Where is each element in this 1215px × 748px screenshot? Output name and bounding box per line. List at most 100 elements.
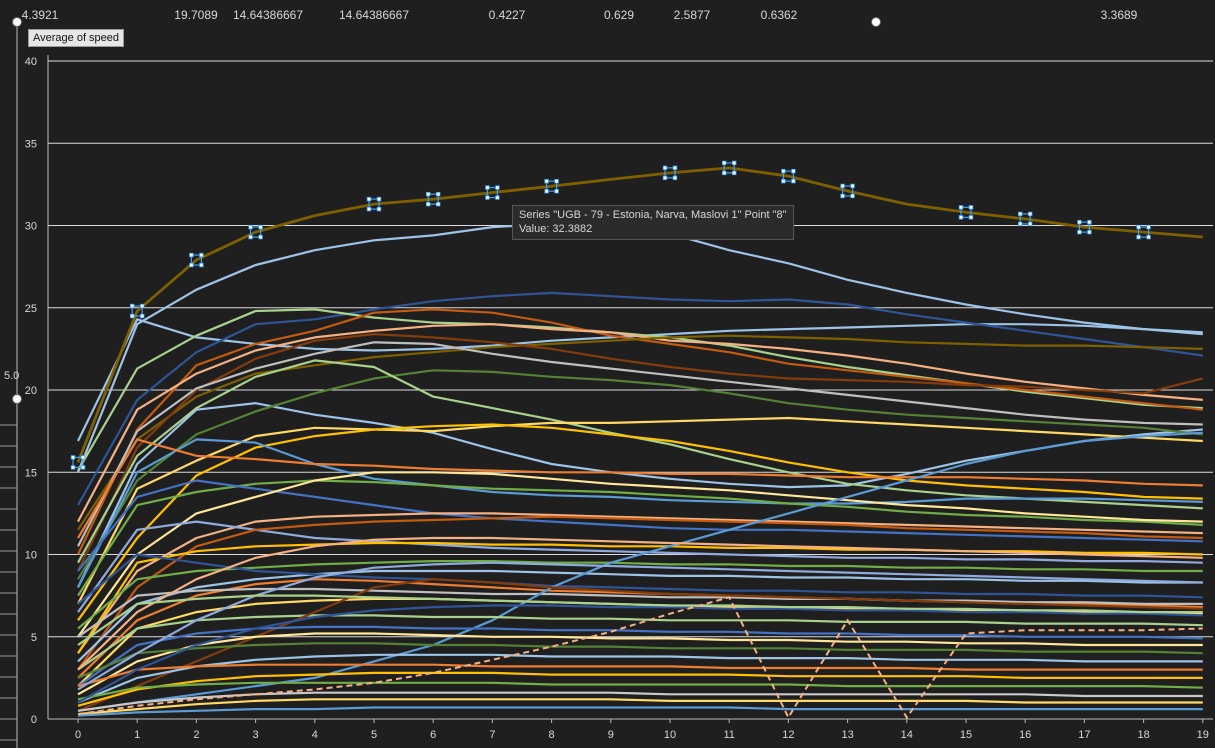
resize-handle-1[interactable]: [871, 17, 881, 27]
series-line-20[interactable]: [77, 520, 1203, 613]
selection-marker-7[interactable]: [485, 185, 500, 200]
series-line-42[interactable]: [77, 561, 1203, 691]
series-line-21[interactable]: [77, 515, 1203, 671]
series-line-17[interactable]: [77, 479, 1203, 572]
y-tick-label-30: 30: [25, 221, 37, 233]
selection-marker-12[interactable]: [781, 168, 796, 184]
selection-marker-11[interactable]: [722, 160, 737, 176]
series-line-25[interactable]: [77, 553, 1203, 605]
series-line-16[interactable]: [77, 479, 1203, 597]
x-tick-label-16: 16: [1019, 729, 1031, 741]
tooltip-series-line: Series "UGB - 79 - Estonia, Narva, Maslo…: [519, 209, 787, 221]
x-tick-label-14: 14: [901, 729, 913, 741]
series-line-31[interactable]: [77, 578, 1203, 712]
series-line-15[interactable]: [77, 438, 1203, 539]
gridlines: [48, 60, 1213, 638]
y-tick-label-10: 10: [25, 550, 37, 562]
x-tick-label-4: 4: [312, 729, 318, 741]
highlighted-series[interactable]: [70, 160, 1203, 470]
series-line-27[interactable]: [77, 587, 1203, 638]
series-line-10[interactable]: [77, 369, 1203, 580]
series-line-2[interactable]: [77, 291, 1203, 506]
y-tick-label-20: 20: [25, 385, 37, 397]
x-tick-label-5: 5: [371, 729, 377, 741]
series-line-36[interactable]: [77, 663, 1203, 688]
series-line-24[interactable]: [77, 569, 1203, 663]
y-tick-label-15: 15: [25, 467, 37, 479]
selection-marker-13[interactable]: [840, 183, 855, 199]
series-lines: [76, 222, 1204, 720]
series-line-22[interactable]: [77, 541, 1203, 654]
top-value-8: 3.3689: [1101, 8, 1138, 22]
selection-marker-2[interactable]: [189, 252, 204, 268]
series-line-8[interactable]: [77, 341, 1203, 547]
series-line-33[interactable]: [77, 632, 1203, 696]
y-tick-label-5: 5: [31, 632, 37, 644]
series-line-40[interactable]: [77, 698, 1203, 716]
series-line-37[interactable]: [77, 671, 1203, 707]
selection-marker-5[interactable]: [366, 196, 382, 212]
x-tick-label-2: 2: [193, 729, 199, 741]
series-line-14[interactable]: [77, 438, 1203, 588]
x-tick-label-19: 19: [1197, 729, 1209, 741]
series-line-41[interactable]: [77, 706, 1203, 717]
top-value-3: 14.64386667: [339, 8, 409, 22]
series-line-5[interactable]: [77, 323, 1203, 523]
selection-marker-0[interactable]: [70, 455, 86, 470]
plot-resize-handles[interactable]: [12, 17, 881, 404]
series-line-35[interactable]: [77, 653, 1203, 704]
series-line-13[interactable]: [77, 423, 1203, 621]
data-point-tooltip: Series "UGB - 79 - Estonia, Narva, Maslo…: [512, 205, 794, 240]
top-value-2: 14.64386667: [233, 8, 303, 22]
x-tick-label-11: 11: [723, 729, 734, 741]
resize-handle-2[interactable]: [12, 394, 22, 404]
series-line-43[interactable]: [77, 536, 1203, 671]
series-line-38[interactable]: [77, 681, 1203, 701]
x-tick-label-1: 1: [134, 729, 140, 741]
x-tick-label-9: 9: [608, 729, 614, 741]
y-tick-label-40: 40: [25, 56, 37, 68]
selection-marker-6[interactable]: [425, 191, 441, 207]
series-line-32[interactable]: [77, 625, 1203, 688]
top-value-row: 4.3921 19.7089 14.64386667 14.64386667 0.422…: [22, 8, 1138, 22]
series-line-44[interactable]: [77, 604, 1203, 704]
series-line-34[interactable]: [77, 642, 1203, 679]
top-value-1: 19.7089: [174, 8, 218, 22]
x-tick-label-8: 8: [549, 729, 555, 741]
x-tick-label-12: 12: [782, 729, 794, 741]
selection-marker-3[interactable]: [248, 224, 263, 240]
top-value-7: 0.6362: [761, 8, 798, 22]
y-tick-label-25: 25: [25, 303, 37, 315]
series-line-18[interactable]: [77, 471, 1203, 638]
series-line-29[interactable]: [77, 431, 1203, 712]
selection-marker-10[interactable]: [662, 165, 678, 181]
series-line-6[interactable]: [77, 334, 1203, 531]
field-button-average-of-speed[interactable]: Average of speed: [28, 29, 125, 47]
side-label: 5.0: [4, 370, 19, 382]
selection-marker-8[interactable]: [544, 179, 559, 194]
series-line-30[interactable]: [77, 614, 1203, 671]
series-line-dashed[interactable]: [77, 596, 1203, 720]
selection-marker-16[interactable]: [1018, 211, 1033, 227]
selection-marker-15[interactable]: [958, 205, 974, 220]
x-tick-label-6: 6: [430, 729, 436, 741]
x-tick-label-10: 10: [664, 729, 676, 741]
series-line-45[interactable]: [77, 594, 1203, 646]
x-tick-label-17: 17: [1078, 729, 1090, 741]
series-line-3[interactable]: [77, 308, 1203, 472]
series-line-39[interactable]: [77, 691, 1203, 712]
x-tick-label-18: 18: [1137, 729, 1149, 741]
highlighted-series-line[interactable]: [76, 166, 1203, 463]
series-line-19[interactable]: [77, 512, 1203, 654]
series-line-7[interactable]: [77, 333, 1204, 572]
series-line-23[interactable]: [77, 560, 1203, 630]
selection-marker-18[interactable]: [1136, 224, 1151, 240]
selection-marker-1[interactable]: [129, 303, 145, 319]
top-value-0: 4.3921: [22, 8, 59, 22]
series-line-12[interactable]: [77, 416, 1203, 605]
top-value-6: 2.5877: [674, 8, 711, 22]
selection-marker-17[interactable]: [1077, 219, 1092, 235]
resize-handle-0[interactable]: [12, 17, 22, 27]
